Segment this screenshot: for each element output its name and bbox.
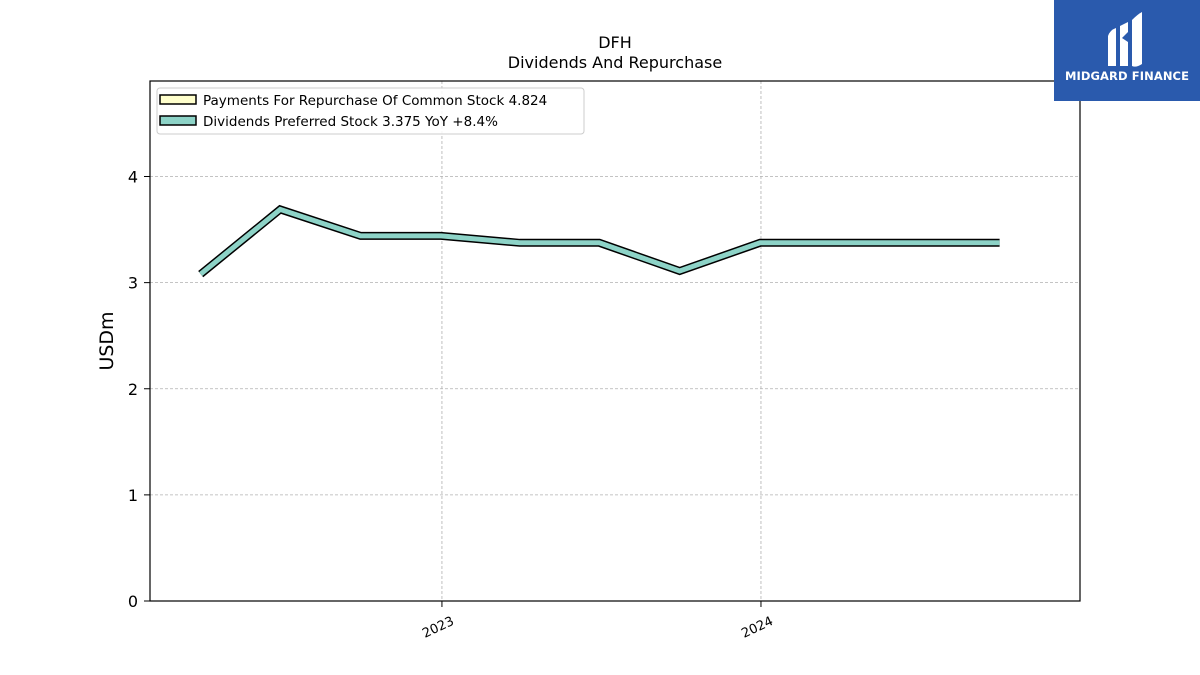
y-axis-label: USDm (96, 311, 118, 370)
legend-swatch (159, 115, 197, 126)
legend-swatch (159, 94, 197, 105)
x-tick-label: 2024 (739, 614, 775, 642)
legend: Payments For Repurchase Of Common Stock … (156, 87, 585, 135)
chart-subtitle: Dividends And Repurchase (508, 53, 722, 72)
grid (150, 81, 1080, 601)
plot-frame (149, 80, 1081, 602)
series-layer (198, 204, 1000, 278)
legend-label: Payments For Repurchase Of Common Stock … (203, 93, 547, 109)
y-tick-label: 3 (128, 274, 138, 293)
logo-text: MIDGARD FINANCE (1064, 69, 1190, 83)
legend-label: Dividends Preferred Stock 3.375 YoY +8.4… (203, 114, 498, 130)
chart-title: DFH (598, 33, 632, 52)
series-line (199, 206, 1000, 277)
y-tick-label: 1 (128, 486, 138, 505)
logo-mark-icon (1108, 12, 1142, 67)
y-tick-label: 4 (128, 168, 138, 187)
x-tick-label: 2023 (420, 614, 456, 642)
y-tick-label: 2 (128, 380, 138, 399)
brand-logo: MIDGARD FINANCE (1054, 0, 1200, 101)
y-tick-label: 0 (128, 592, 138, 611)
legend-box (156, 87, 585, 135)
